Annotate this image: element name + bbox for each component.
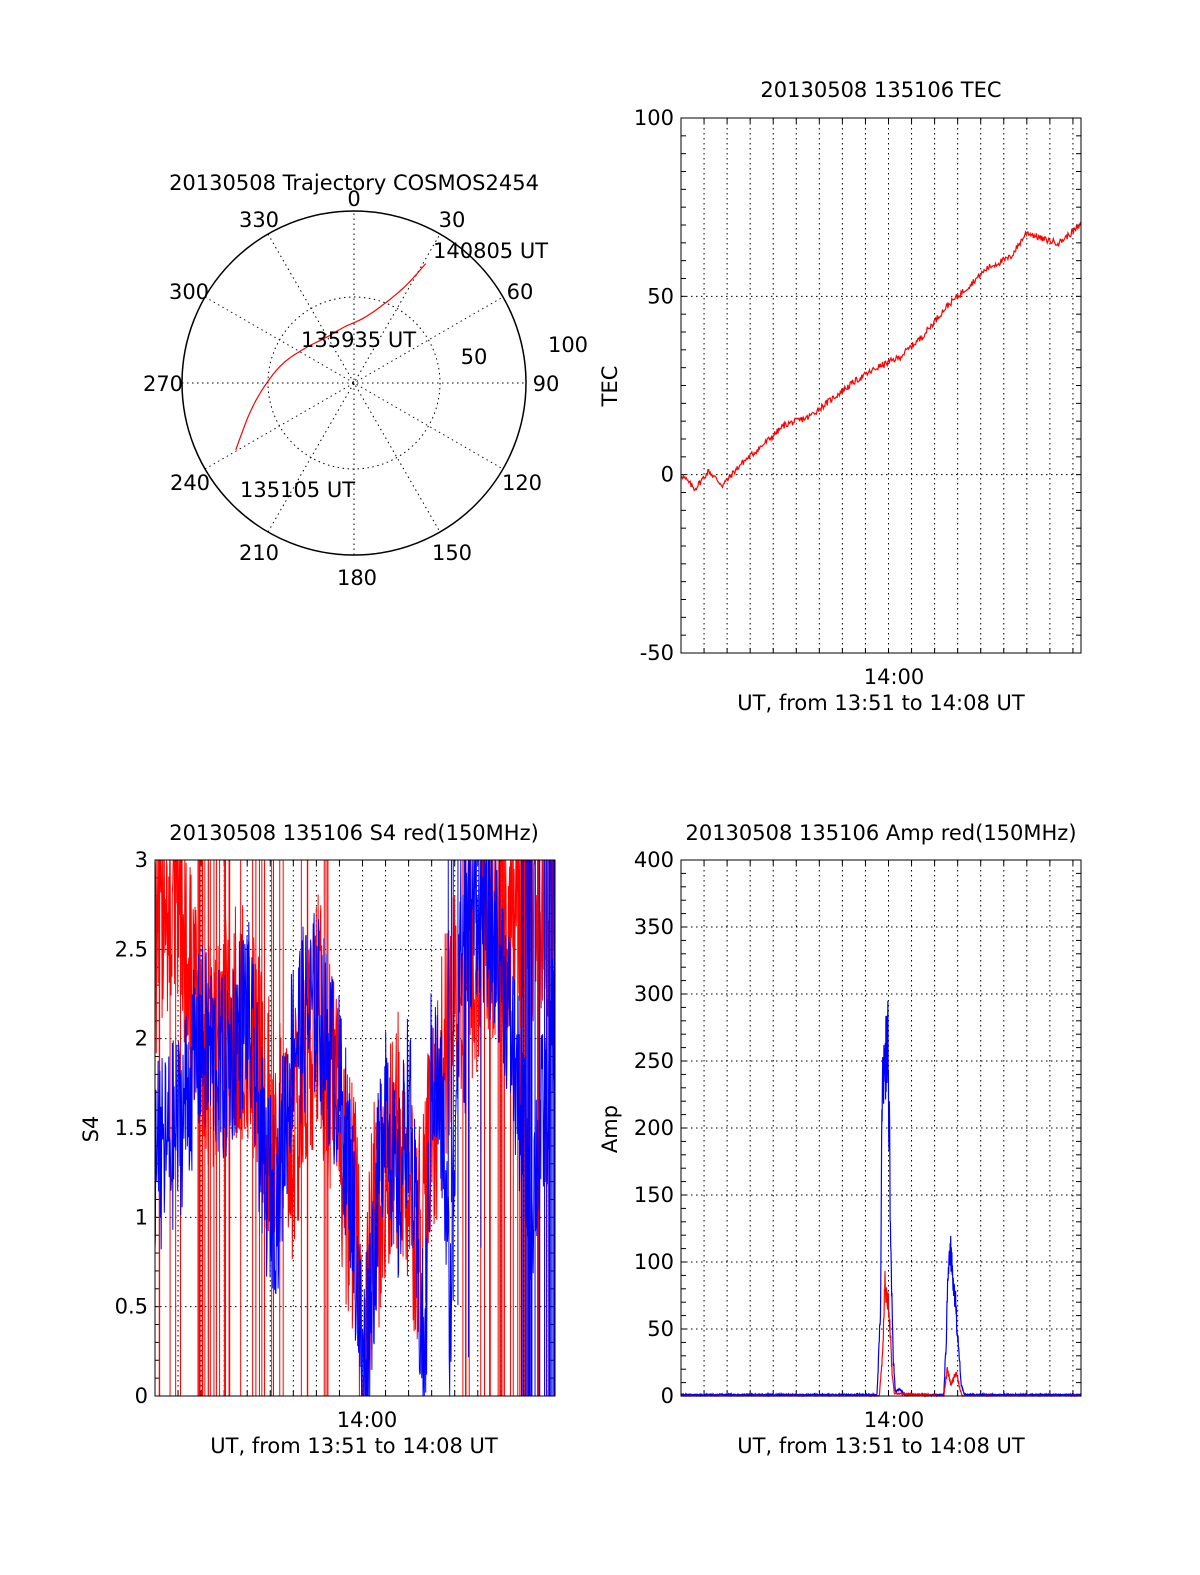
polar-angle-labels: 0 30 60 90 120 150 180 210 240 270 300 330	[143, 187, 559, 590]
polar-angle-label: 120	[502, 471, 542, 495]
y-tick-label: 50	[647, 1317, 674, 1341]
tec-grid	[680, 117, 1081, 654]
y-tick-label: 300	[634, 982, 674, 1006]
polar-grid	[181, 210, 527, 556]
y-tick-label: 1	[135, 1205, 148, 1229]
tec-panel: 20130508 135106 TEC -50 0 50 100 14:00 UT, …	[598, 78, 1082, 715]
polar-angle-label: 330	[239, 208, 279, 232]
y-tick-label: 0	[661, 463, 674, 487]
trajectory-line	[235, 263, 427, 451]
polar-angle-label: 150	[432, 541, 472, 565]
trajectory-end-label: 140805 UT	[433, 239, 548, 263]
y-tick-label: 0	[661, 1384, 674, 1408]
polar-angle-label: 240	[170, 471, 210, 495]
y-tick-label: 0.5	[115, 1295, 148, 1319]
s4-x-axis-label: UT, from 13:51 to 14:08 UT	[210, 1434, 498, 1458]
s4-title: 20130508 135106 S4 red(150MHz)	[169, 821, 539, 845]
y-tick-label: 350	[634, 915, 674, 939]
y-tick-label: 100	[634, 1250, 674, 1274]
s4-y-axis-label: S4	[79, 1116, 103, 1143]
s4-plot-frame	[154, 859, 556, 1397]
polar-angle-label: 180	[337, 566, 377, 590]
y-tick-label: 2	[135, 1027, 148, 1051]
y-tick-label: 2.5	[115, 937, 148, 961]
amp-title: 20130508 135106 Amp red(150MHz)	[685, 821, 1076, 845]
polar-title: 20130508 Trajectory COSMOS2454	[169, 171, 539, 195]
y-tick-label: 50	[647, 284, 674, 308]
y-tick-label: 400	[634, 848, 674, 872]
y-tick-label: -50	[640, 641, 674, 665]
tec-x-tick-label: 14:00	[864, 665, 925, 689]
y-tick-label: 150	[634, 1183, 674, 1207]
s4-panel: 20130508 135106 S4 red(150MHz) 0 0.5 1 1.5 2…	[79, 821, 556, 1458]
tec-x-axis-label: UT, from 13:51 to 14:08 UT	[737, 691, 1025, 715]
polar-radius-label-100: 100	[548, 333, 588, 357]
y-tick-label: 1.5	[115, 1116, 148, 1140]
y-tick-label: 3	[135, 848, 148, 872]
tec-series-line	[680, 221, 1082, 492]
polar-angle-label: 60	[507, 280, 534, 304]
polar-angle-label: 210	[239, 541, 279, 565]
s4-y-tick-labels: 0 0.5 1 1.5 2 2.5 3	[115, 848, 148, 1408]
trajectory-mid-label: 135935 UT	[301, 328, 416, 352]
amp-plot-frame	[680, 859, 1082, 1397]
tec-plot-frame	[680, 117, 1082, 654]
y-tick-label: 100	[634, 106, 674, 130]
trajectory-start-label: 135105 UT	[240, 478, 355, 502]
tec-title: 20130508 135106 TEC	[760, 78, 1001, 102]
polar-radius-label-50: 50	[461, 345, 488, 369]
polar-angle-label: 0	[347, 187, 360, 211]
polar-angle-label: 270	[143, 372, 183, 396]
polar-inner-circle	[267, 296, 441, 470]
y-tick-label: 250	[634, 1049, 674, 1073]
s4-x-tick-label: 14:00	[337, 1408, 398, 1432]
amp-x-tick-label: 14:00	[864, 1408, 925, 1432]
amp-x-axis-label: UT, from 13:51 to 14:08 UT	[737, 1434, 1025, 1458]
tec-y-tick-labels: -50 0 50 100	[634, 106, 674, 665]
polar-angle-label: 30	[439, 208, 466, 232]
amp-y-axis-label: Amp	[598, 1105, 622, 1153]
s4-blue-dropouts	[447, 860, 555, 1396]
polar-panel: 20130508 Trajectory COSMOS2454 0 30 60 90 12…	[143, 171, 588, 590]
polar-angle-label: 90	[533, 372, 560, 396]
amp-blue-series-line	[680, 1000, 1082, 1398]
polar-angle-label: 300	[169, 280, 209, 304]
amp-panel: 20130508 135106 Amp red(150MHz) 0 50 100 15…	[598, 821, 1082, 1458]
tec-y-axis-label: TEC	[598, 366, 622, 408]
amp-y-tick-labels: 0 50 100 150 200 250 300 350 400	[634, 848, 674, 1408]
y-tick-label: 200	[634, 1116, 674, 1140]
y-tick-label: 0	[135, 1384, 148, 1408]
